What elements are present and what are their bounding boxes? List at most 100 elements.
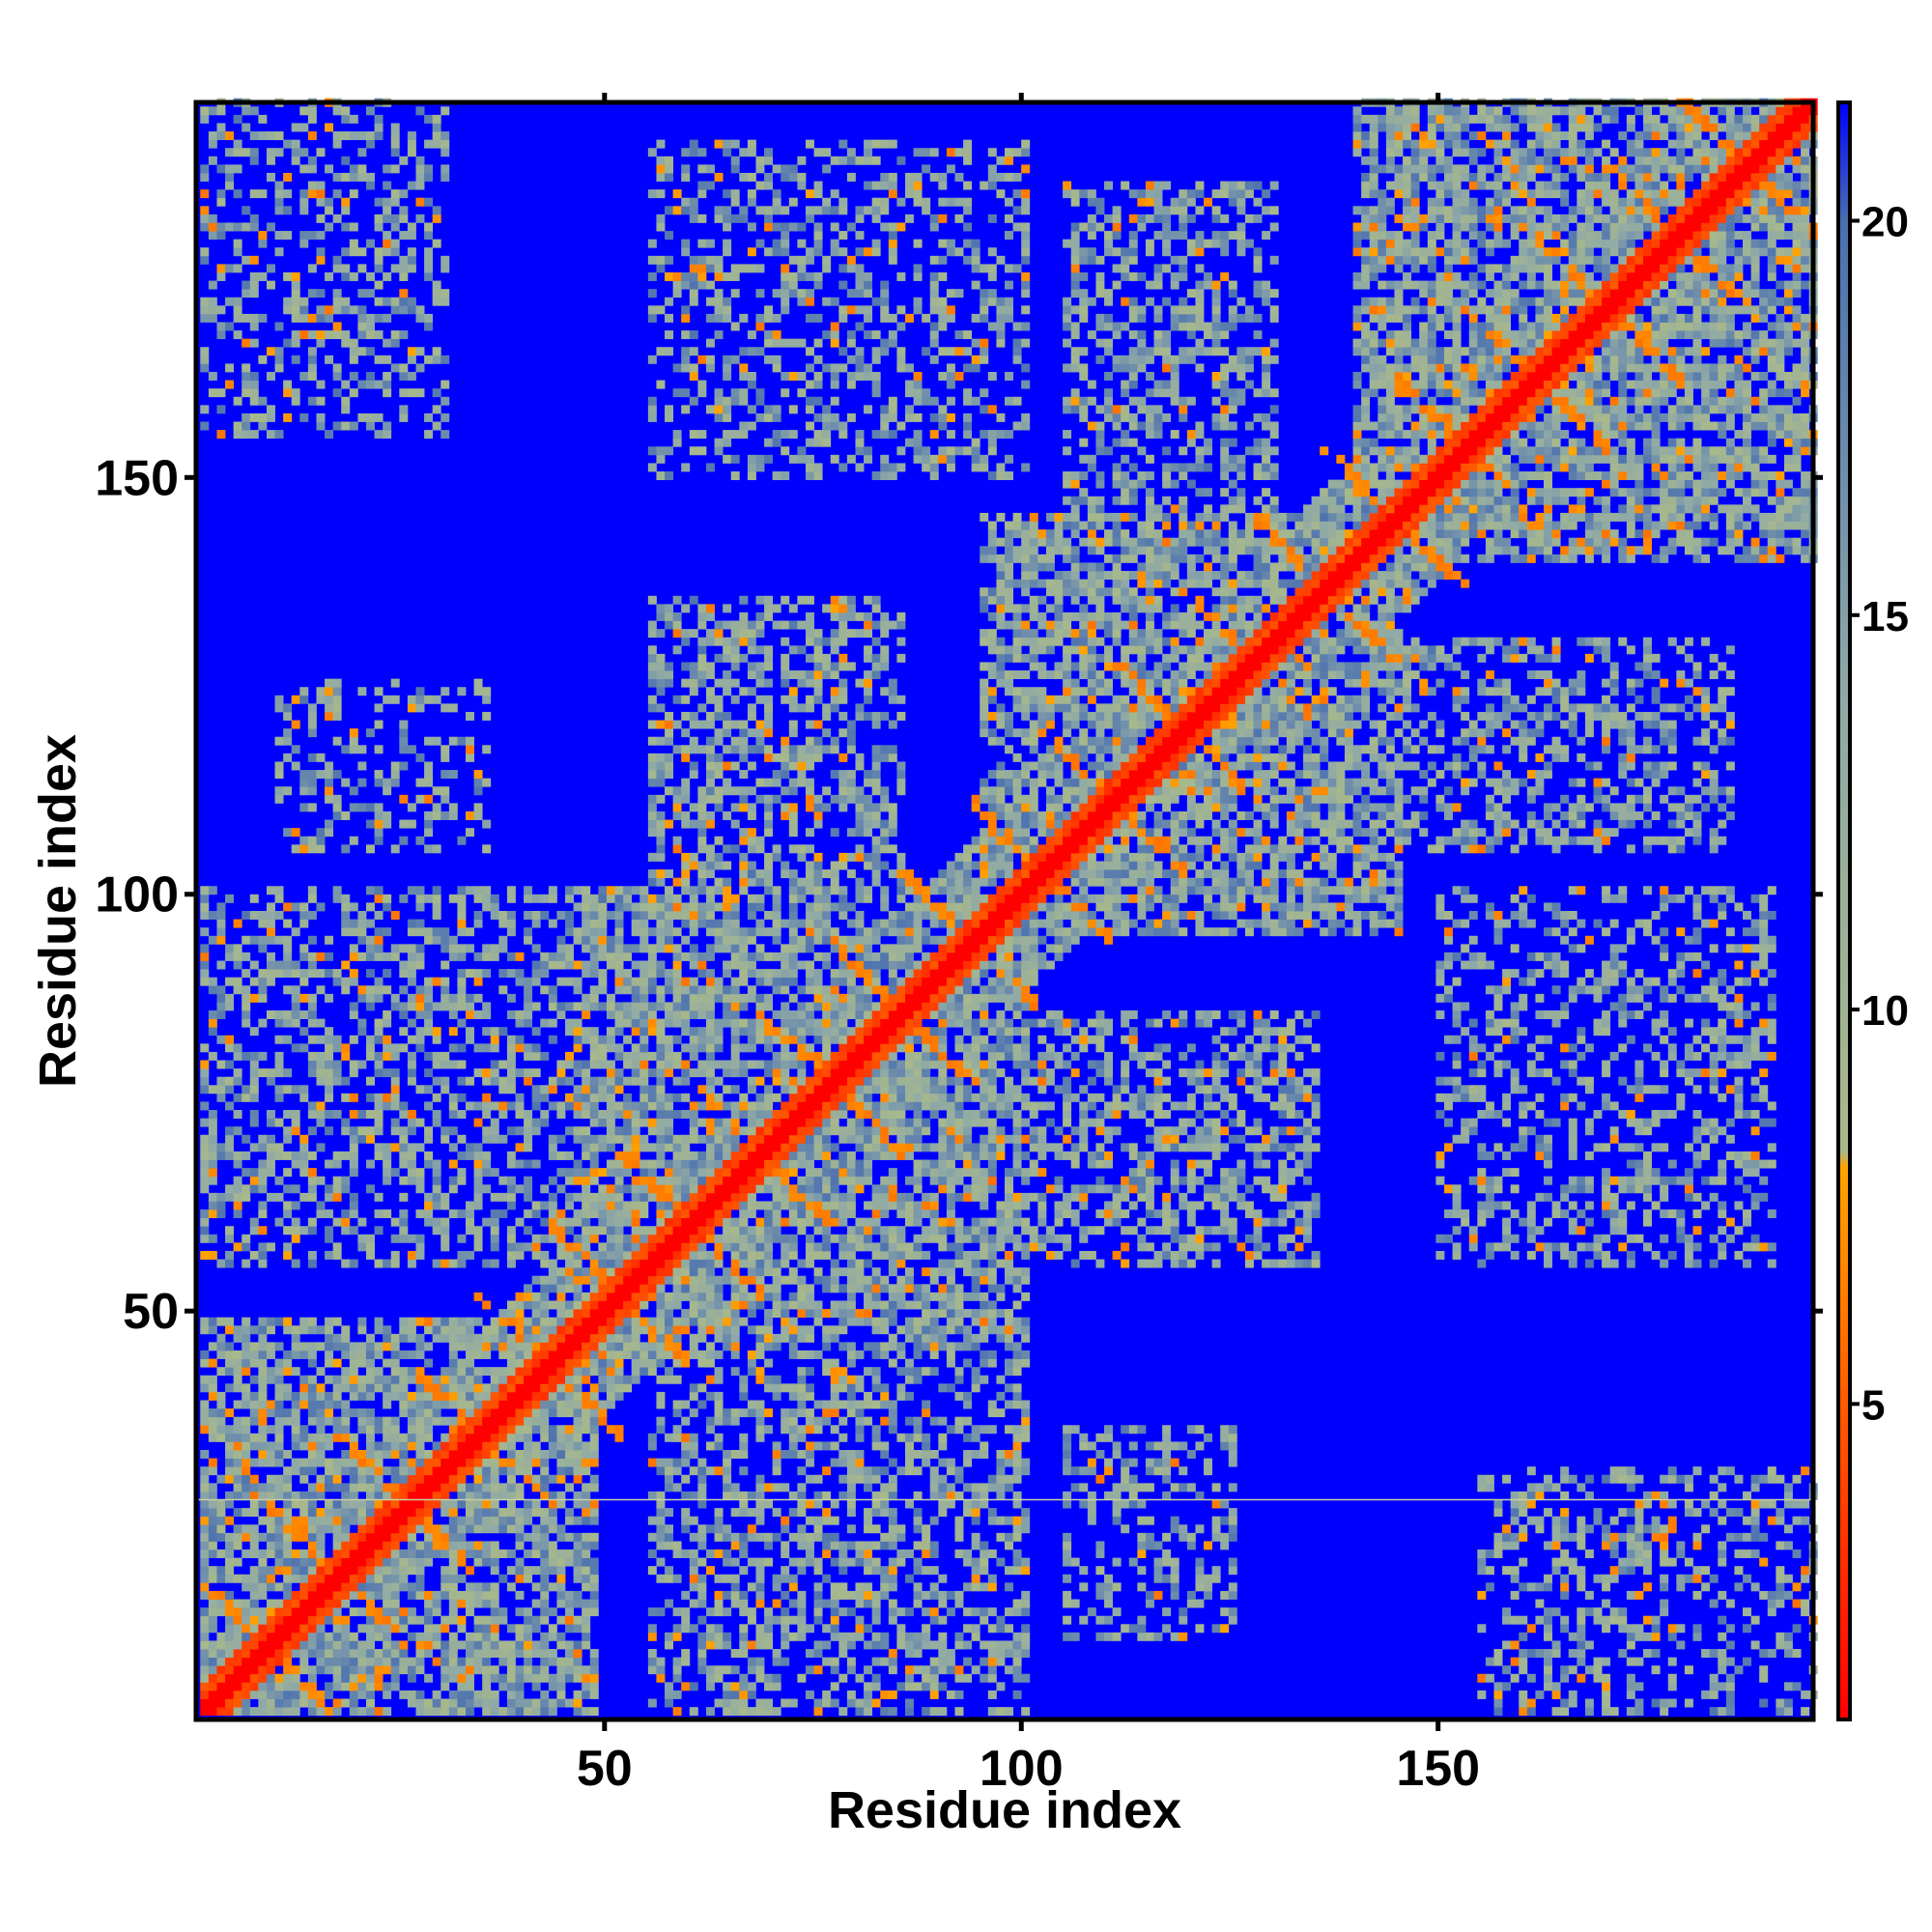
heatmap-cell <box>457 894 467 903</box>
heatmap-cell <box>565 1466 574 1476</box>
heatmap-cell <box>723 637 732 646</box>
heatmap-cell <box>681 695 691 704</box>
heatmap-cell <box>589 1690 599 1699</box>
heatmap-cell <box>540 1110 550 1120</box>
heatmap-cell <box>556 1698 566 1708</box>
heatmap-cell <box>723 1002 732 1011</box>
heatmap-cell <box>448 1508 458 1518</box>
heatmap-cell <box>506 969 516 979</box>
heatmap-cell <box>457 1259 467 1268</box>
heatmap-cell <box>200 1466 210 1476</box>
heatmap-cell <box>216 919 226 928</box>
heatmap-cell <box>457 1491 467 1500</box>
heatmap-cell <box>565 1590 574 1600</box>
heatmap-cell <box>647 1093 657 1102</box>
heatmap-cell <box>665 894 674 903</box>
heatmap-cell <box>457 1093 467 1102</box>
heatmap-cell <box>582 1358 591 1368</box>
heatmap-cell <box>440 1532 450 1542</box>
heatmap-cell <box>681 347 691 356</box>
heatmap-cell <box>448 1101 458 1111</box>
heatmap-cell <box>299 803 309 812</box>
heatmap-cell <box>598 1043 608 1053</box>
heatmap-cell <box>639 1284 649 1293</box>
heatmap-cell <box>424 1508 434 1518</box>
heatmap-cell <box>383 1516 392 1525</box>
heatmap-cell <box>665 1682 674 1691</box>
heatmap-cell <box>582 1068 591 1078</box>
heatmap-cell <box>490 911 499 920</box>
heatmap-cell <box>316 1051 326 1061</box>
heatmap-cell <box>242 1350 251 1359</box>
heatmap-cell <box>365 1657 375 1666</box>
heatmap-cell <box>208 1027 217 1037</box>
heatmap-cell <box>341 114 351 124</box>
heatmap-cell <box>548 1076 557 1086</box>
heatmap-cell <box>697 745 707 754</box>
heatmap-cell <box>325 1126 334 1136</box>
heatmap-cell <box>424 255 434 265</box>
heatmap-cell <box>457 886 467 895</box>
heatmap-cell <box>225 1234 235 1243</box>
heatmap-cell <box>307 1051 317 1061</box>
heatmap-cell <box>582 1673 591 1683</box>
heatmap-cell <box>266 1673 275 1683</box>
heatmap-cell <box>274 1408 284 1418</box>
heatmap-cell <box>482 1690 492 1699</box>
heatmap-cell <box>506 1234 516 1243</box>
heatmap-cell <box>216 1143 226 1152</box>
heatmap-cell <box>548 1325 557 1335</box>
heatmap-cell <box>283 1682 293 1691</box>
heatmap-cell <box>299 1342 309 1351</box>
heatmap-cell <box>665 1201 674 1210</box>
heatmap-cell <box>299 1458 309 1467</box>
heatmap-cell <box>291 1367 300 1377</box>
heatmap-cell <box>200 960 210 970</box>
heatmap-cell <box>697 911 707 920</box>
heatmap-cell <box>656 1317 666 1326</box>
heatmap-cell <box>266 1474 275 1484</box>
heatmap-cell <box>200 1582 210 1592</box>
heatmap-cell <box>440 1624 450 1634</box>
heatmap-cell <box>249 1441 259 1451</box>
heatmap-cell <box>415 1184 425 1194</box>
heatmap-cell <box>714 1060 724 1069</box>
heatmap-cell <box>681 1590 691 1600</box>
heatmap-cell <box>647 1226 657 1236</box>
heatmap-cell <box>606 1317 615 1326</box>
heatmap-cell <box>316 1342 326 1351</box>
heatmap-cell <box>365 1333 375 1343</box>
heatmap-cell <box>582 1582 591 1592</box>
heatmap-cell <box>365 1632 375 1641</box>
heatmap-cell <box>573 1491 582 1500</box>
heatmap-cell <box>697 1101 707 1111</box>
heatmap-cell <box>399 1367 409 1377</box>
heatmap-cell <box>208 1532 217 1542</box>
heatmap-cell <box>299 1599 309 1608</box>
heatmap-cell <box>365 1574 375 1583</box>
heatmap-cell <box>383 1101 392 1111</box>
heatmap-cell <box>316 836 326 845</box>
heatmap-cell <box>341 1657 351 1666</box>
heatmap-cell <box>506 1673 516 1683</box>
heatmap-cell <box>457 1590 467 1600</box>
heatmap-cell <box>524 1342 533 1351</box>
heatmap-cell <box>672 1151 682 1160</box>
heatmap-cell <box>357 164 367 174</box>
heatmap-cell <box>524 1143 533 1152</box>
heatmap-cell <box>723 894 732 903</box>
heatmap-cell <box>216 405 226 414</box>
heatmap-cell <box>647 1342 657 1351</box>
heatmap-cell <box>598 1143 608 1152</box>
heatmap-cell <box>498 1707 508 1717</box>
heatmap-cell <box>432 1051 441 1061</box>
heatmap-cell <box>383 1333 392 1343</box>
heatmap-cell <box>556 1284 566 1293</box>
heatmap-cell <box>233 1201 242 1210</box>
heatmap-cell <box>365 1707 375 1717</box>
heatmap-cell <box>242 1010 251 1019</box>
heatmap-cell <box>540 1093 550 1102</box>
heatmap-cell <box>490 1234 499 1243</box>
heatmap-cell <box>647 1358 657 1368</box>
heatmap-cell <box>299 1325 309 1335</box>
